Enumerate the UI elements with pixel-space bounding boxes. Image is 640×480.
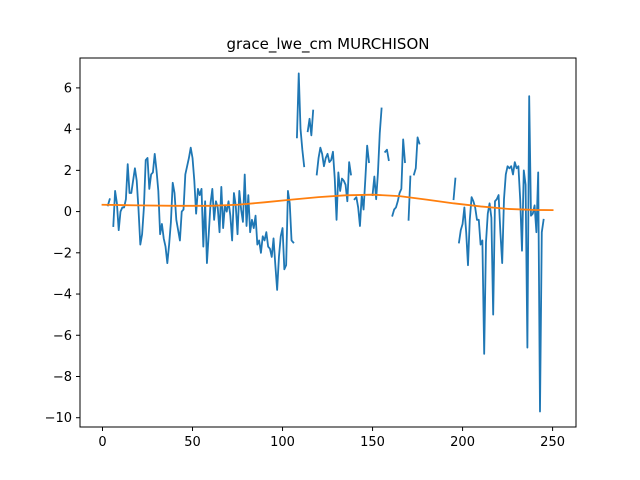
axes-layer: 0 50 100 150 200 250 −10 −8 −6 −4 −2 0 2 4 6 xyxy=(45,57,577,450)
x-tick-label: 0 xyxy=(98,435,106,450)
y-tick-label: −2 xyxy=(53,246,72,261)
y-tick-label: −8 xyxy=(53,370,72,385)
series-line-2 xyxy=(101,193,554,212)
y-tick-label: −10 xyxy=(45,411,72,426)
x-tick-label: 150 xyxy=(360,435,385,450)
x-tick-label: 50 xyxy=(184,435,201,450)
plot-frame xyxy=(79,57,577,428)
y-tick-label: 4 xyxy=(64,123,72,138)
y-tick-label: 0 xyxy=(64,205,72,220)
x-tick-label: 100 xyxy=(270,435,295,450)
chart-title: grace_lwe_cm MURCHISON xyxy=(227,35,430,54)
x-tick-label: 200 xyxy=(450,435,475,450)
y-tick-label: 6 xyxy=(64,81,72,96)
x-tick-label: 250 xyxy=(540,435,565,450)
y-tick-label: −4 xyxy=(53,288,72,303)
series-line-1 xyxy=(106,72,545,413)
y-tick-label: 2 xyxy=(64,164,72,179)
y-tick-label: −6 xyxy=(53,329,72,344)
series-layer xyxy=(101,72,554,413)
